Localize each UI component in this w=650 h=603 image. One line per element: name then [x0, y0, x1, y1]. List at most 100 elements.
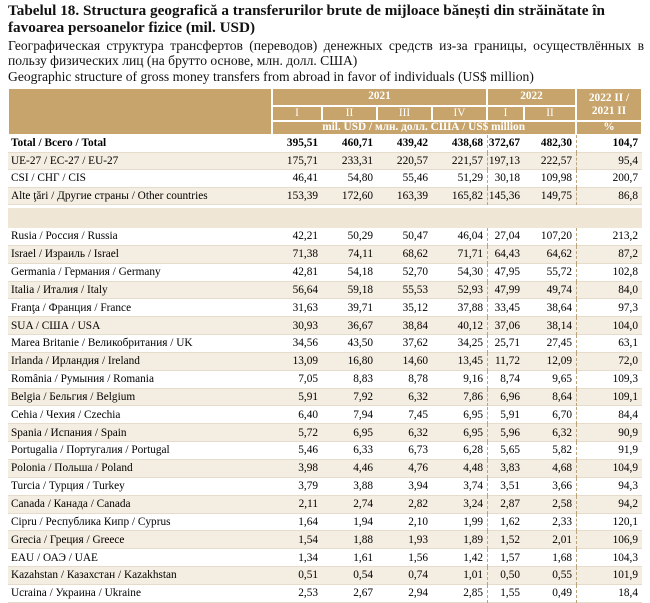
- cell-value: 6,32: [408, 390, 428, 403]
- cell-value: 64,43: [487, 245, 524, 264]
- header-quarter: I: [487, 106, 524, 121]
- row-bg: [8, 152, 642, 171]
- cell-value: 6,95: [353, 426, 373, 439]
- cell-value: 213,2: [576, 228, 642, 246]
- header-quarter: II: [524, 106, 576, 121]
- cell-value: 104,9: [576, 460, 642, 478]
- cell-value: 68,62: [402, 248, 428, 261]
- cell-value: 104,3: [576, 549, 642, 568]
- cell-value: 101,9: [576, 567, 642, 585]
- cell-value: 2,67: [353, 587, 373, 600]
- cell-value: 54,80: [347, 172, 373, 185]
- cell-value: 5,91: [298, 390, 318, 403]
- cell-value: 13,45: [457, 355, 483, 368]
- row-label: Cipru / Республика Кипр / Cyprus: [11, 515, 171, 528]
- header-change: 2022 II / 2021 II: [576, 88, 642, 121]
- cell-value: 37,06: [487, 317, 524, 336]
- cell-value: 71,38: [292, 248, 318, 261]
- row-bg: [8, 406, 642, 425]
- cell-value: 64,62: [546, 248, 572, 261]
- cell-value: 34,25: [457, 337, 483, 350]
- cell-value: 120,1: [576, 513, 642, 532]
- subtitle-en: Geographic structure of gross money tran…: [8, 69, 534, 84]
- cell-value: 2,87: [487, 495, 524, 514]
- cell-value: 39,71: [347, 301, 373, 314]
- cell-value: 1,99: [463, 515, 483, 528]
- cell-value: 106,9: [576, 531, 642, 550]
- cell-value: 94,3: [576, 477, 642, 496]
- cell-value: 1,01: [463, 569, 483, 582]
- row-bg: [8, 263, 642, 282]
- cell-value: 55,72: [546, 265, 572, 278]
- cell-value: 13,09: [292, 355, 318, 368]
- cell-value: 172,60: [341, 189, 373, 202]
- cell-value: 2,74: [353, 498, 373, 511]
- cell-value: 3,94: [408, 480, 428, 493]
- row-label: Kazahstan / Казахстан / Kazakhstan: [11, 569, 177, 582]
- cell-value: 5,65: [487, 442, 524, 461]
- header-quarter: III: [377, 106, 432, 121]
- row-bg: [8, 495, 642, 514]
- cell-value: 2,82: [408, 498, 428, 511]
- cell-value: 38,84: [402, 319, 428, 332]
- cell-value: 1,34: [298, 551, 318, 564]
- cell-value: 51,29: [457, 172, 483, 185]
- row-label: SUA / США / USA: [11, 319, 101, 332]
- cell-value: 12,09: [546, 355, 572, 368]
- cell-value: 102,8: [576, 263, 642, 282]
- cell-value: 7,45: [408, 408, 428, 421]
- cell-value: 31,63: [292, 301, 318, 314]
- cell-value: 109,98: [540, 172, 572, 185]
- row-label: EAU / ОАЭ / UAE: [11, 551, 98, 564]
- cell-value: 36,67: [347, 319, 373, 332]
- row-bg: [8, 135, 642, 153]
- cell-value: 1,54: [298, 533, 318, 546]
- cell-value: 0,49: [552, 587, 572, 600]
- row-label: Spania / Испания / Spain: [11, 426, 127, 439]
- row-bg: [8, 549, 642, 568]
- row-label: Germania / Германия / Germany: [11, 265, 161, 278]
- cell-value: 71,71: [457, 248, 483, 261]
- cell-value: 8,64: [552, 390, 572, 403]
- row-bg: [8, 424, 642, 443]
- cell-value: 0,51: [298, 569, 318, 582]
- row-label: Ucraina / Украина / Ukraine: [11, 587, 141, 600]
- row-label: Israel / Израиль / Israel: [11, 248, 119, 261]
- cell-value: 34,56: [292, 337, 318, 350]
- cell-value: 16,80: [347, 355, 373, 368]
- cell-value: 372,67: [487, 135, 524, 153]
- cell-value: 6,32: [408, 426, 428, 439]
- row-label: Irlanda / Ирландия / Ireland: [11, 355, 140, 368]
- cell-value: 47,99: [487, 281, 524, 300]
- row-bg: [8, 281, 642, 300]
- cell-value: 109,1: [576, 388, 642, 407]
- cell-value: 0,55: [552, 569, 572, 582]
- row-label: Turcia / Турция / Turkey: [11, 480, 125, 493]
- cell-value: 6,73: [408, 444, 428, 457]
- cell-value: 4,48: [463, 462, 483, 475]
- row-label: Portugalia / Португалия / Portugal: [11, 444, 170, 457]
- cell-value: 1,55: [487, 585, 524, 603]
- cell-value: 1,57: [487, 549, 524, 568]
- row-bg: [8, 352, 642, 371]
- row-label: Grecia / Греция / Greece: [11, 533, 125, 546]
- row-label: Belgia / Бельгия / Belgium: [11, 390, 136, 403]
- cell-value: 2,53: [298, 587, 318, 600]
- cell-value: 4,68: [552, 462, 572, 475]
- cell-value: 7,92: [353, 390, 373, 403]
- cell-value: 2,85: [463, 587, 483, 600]
- cell-value: 3,79: [298, 480, 318, 493]
- cell-value: 6,96: [487, 388, 524, 407]
- header-year: 2021: [272, 88, 487, 106]
- cell-value: 55,53: [402, 283, 428, 296]
- cell-value: 5,96: [487, 424, 524, 443]
- title: Tabelul 18. Structura geografică a trans…: [8, 2, 605, 36]
- cell-value: 46,04: [457, 230, 483, 243]
- row-label: Franţa / Франция / France: [11, 301, 132, 314]
- cell-value: 91,9: [576, 442, 642, 461]
- cell-value: 52,70: [402, 265, 428, 278]
- cell-value: 25,71: [487, 335, 524, 353]
- cell-value: 175,71: [286, 154, 318, 167]
- header-quarter: I: [272, 106, 322, 121]
